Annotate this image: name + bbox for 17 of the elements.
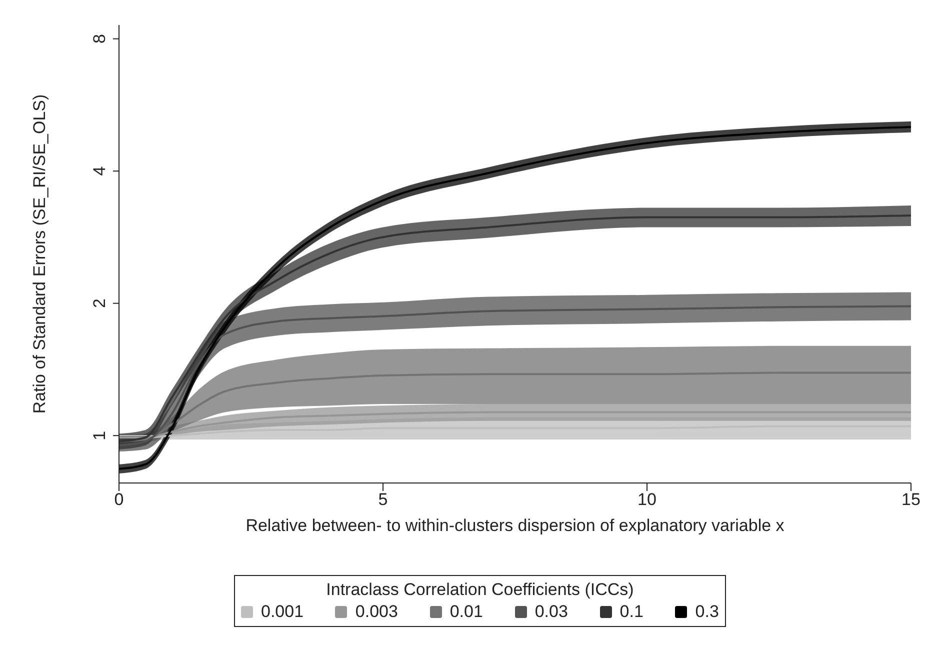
legend-title: Intraclass Correlation Coefficients (ICCs) [325, 580, 635, 600]
legend-label: 0.3 [694, 602, 719, 622]
legend-label: 0.003 [354, 602, 398, 622]
legend-label: 0.001 [260, 602, 304, 622]
legend-label: 0.01 [448, 602, 483, 622]
x-tick-label: 5 [378, 490, 388, 510]
x-tick-label: 15 [902, 490, 920, 510]
y-tick-label: 1 [90, 430, 109, 440]
x-tick-label: 10 [638, 490, 656, 510]
y-tick-label: 4 [90, 166, 109, 176]
x-axis-title: Relative between- to within-clusters dispersion of explanatory variable x [246, 516, 785, 536]
x-tick-label: 0 [114, 490, 124, 510]
y-axis-title: Ratio of Standard Errors (SE_RI/SE_OLS) [30, 94, 50, 414]
legend-label: 0.03 [534, 602, 568, 622]
legend-label: 0.1 [618, 602, 644, 622]
y-tick-label: 2 [90, 298, 109, 308]
y-tick-label: 8 [90, 34, 109, 44]
